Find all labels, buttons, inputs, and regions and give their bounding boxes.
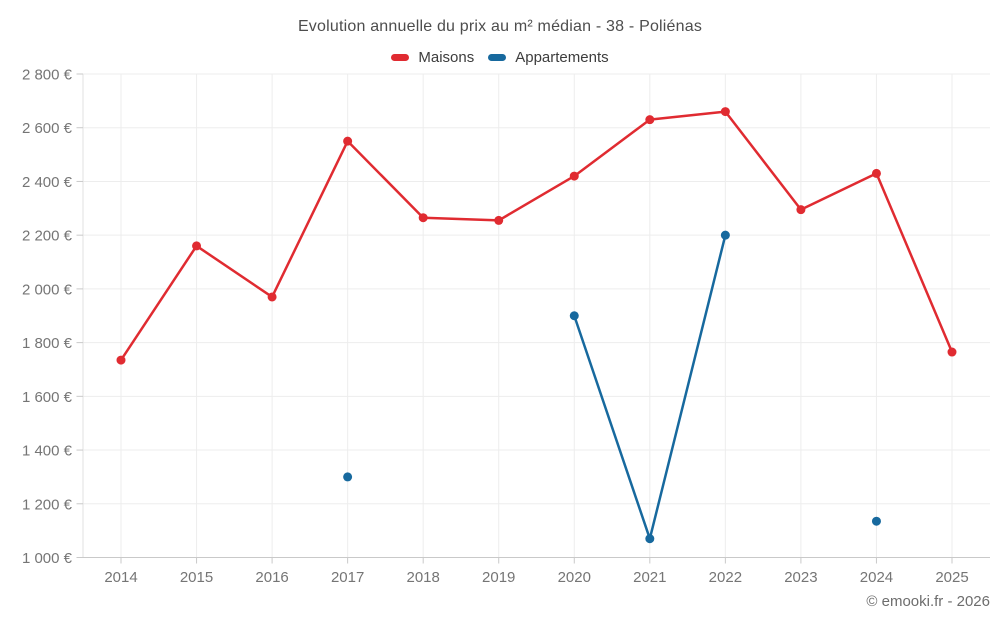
data-point-maisons <box>116 355 126 365</box>
x-tick-label: 2025 <box>935 569 968 586</box>
data-point-maisons <box>720 107 730 117</box>
data-point-maisons <box>494 215 504 225</box>
x-tick-label: 2024 <box>860 569 893 586</box>
y-tick-label: 1 400 € <box>22 443 73 460</box>
data-point-appartements <box>645 534 655 544</box>
data-point-maisons <box>569 171 579 181</box>
y-tick-label: 1 200 € <box>22 496 73 513</box>
data-point-appartements <box>720 230 730 240</box>
x-tick-label: 2019 <box>482 569 515 586</box>
appartements-swatch-icon <box>488 53 507 61</box>
x-tick-label: 2016 <box>255 569 288 586</box>
chart-title: Evolution annuelle du prix au m² médian … <box>297 18 703 35</box>
legend-item-maisons[interactable]: Maisons <box>391 49 474 66</box>
y-tick-label: 2 000 € <box>22 281 73 298</box>
x-tick-label: 2014 <box>104 569 137 586</box>
y-tick-label: 1 800 € <box>22 335 73 352</box>
series-line-maisons <box>346 139 425 219</box>
data-point-appartements <box>871 516 881 526</box>
series-line-maisons <box>875 172 954 354</box>
data-point-maisons <box>267 292 277 302</box>
x-tick-label: 2023 <box>784 569 817 586</box>
series-line-maisons <box>119 244 198 362</box>
data-point-maisons <box>796 205 806 215</box>
series-line-maisons <box>270 139 349 299</box>
x-tick-label: 2017 <box>331 569 364 586</box>
series-line-maisons <box>648 110 727 121</box>
y-tick-label: 2 800 € <box>22 67 73 84</box>
legend-item-appartements[interactable]: Appartements <box>488 48 609 66</box>
x-tick-label: 2018 <box>406 569 439 586</box>
y-tick-label: 1 600 € <box>22 389 73 406</box>
series-line-maisons <box>497 174 576 222</box>
series-line-appartements <box>573 314 652 540</box>
series-line-maisons <box>421 216 500 222</box>
data-point-maisons <box>418 213 428 223</box>
series-line-appartements <box>648 233 727 540</box>
series-line-maisons <box>195 244 274 299</box>
y-tick-label: 2 600 € <box>22 120 73 137</box>
legend-label-appartements: Appartements <box>515 48 609 66</box>
x-tick-label: 2022 <box>709 569 742 586</box>
legend: Maisons Appartements <box>0 46 1000 68</box>
copyright: © emooki.fr - 2026 <box>866 593 990 610</box>
maisons-swatch-icon <box>391 53 410 61</box>
x-tick-label: 2021 <box>633 569 666 586</box>
data-point-appartements <box>569 311 579 321</box>
data-point-maisons <box>871 168 881 178</box>
data-point-maisons <box>947 347 957 357</box>
legend-label-maisons: Maisons <box>418 48 475 66</box>
y-tick-label: 1 000 € <box>22 550 73 567</box>
data-point-maisons <box>645 115 655 125</box>
series-line-maisons <box>799 172 878 211</box>
y-tick-label: 2 200 € <box>22 228 73 245</box>
data-point-appartements <box>343 472 353 482</box>
data-point-maisons <box>343 136 353 146</box>
x-tick-label: 2015 <box>180 569 213 586</box>
data-point-maisons <box>192 241 202 251</box>
y-tick-label: 2 400 € <box>22 174 73 191</box>
series-line-maisons <box>724 110 803 211</box>
x-tick-label: 2020 <box>558 569 591 586</box>
series-line-maisons <box>573 118 652 178</box>
